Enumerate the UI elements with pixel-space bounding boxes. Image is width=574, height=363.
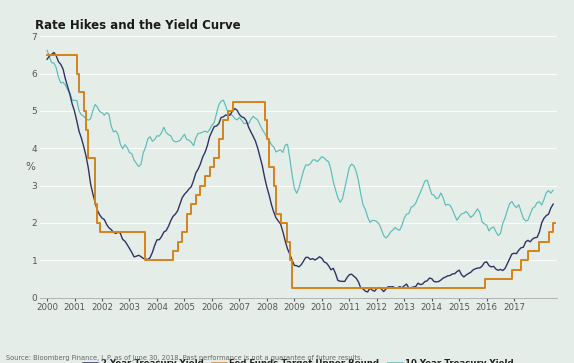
Text: Source: Bloomberg Finance, L.P. as of June 30, 2018. Past performance is not a g: Source: Bloomberg Finance, L.P. as of Ju… <box>6 355 362 361</box>
Y-axis label: %: % <box>25 162 35 172</box>
Text: Rate Hikes and the Yield Curve: Rate Hikes and the Yield Curve <box>35 19 241 32</box>
Legend: 2 Year Treasury Yield, Fed Funds Target Upper Bound, 10 Year Treasury Yield: 2 Year Treasury Yield, Fed Funds Target … <box>80 356 517 363</box>
